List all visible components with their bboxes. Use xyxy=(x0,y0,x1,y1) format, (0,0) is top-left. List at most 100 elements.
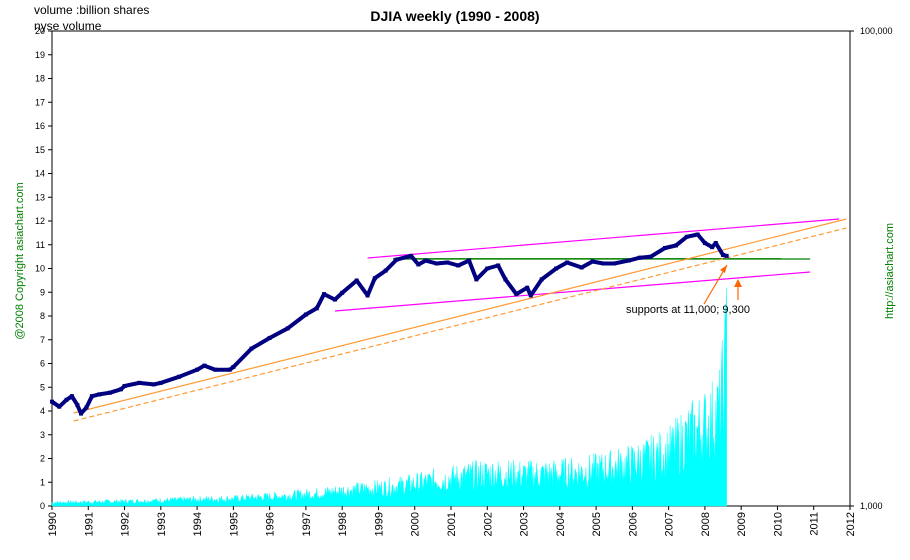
y-tick-label: 16 xyxy=(35,121,45,131)
price-point xyxy=(372,276,377,281)
price-point xyxy=(340,290,345,295)
price-point xyxy=(590,259,595,264)
price-point xyxy=(514,292,519,297)
x-tick-label: 2000 xyxy=(410,512,422,536)
trendline xyxy=(334,271,811,312)
volume-bars xyxy=(51,287,727,507)
price-point xyxy=(84,405,89,410)
x-tick-label: 2009 xyxy=(736,512,748,536)
y-tick-label: 13 xyxy=(35,192,45,202)
y-tick-label: 20 xyxy=(35,26,45,36)
x-tick-label: 2002 xyxy=(482,512,494,536)
price-series xyxy=(50,232,729,416)
price-point xyxy=(474,277,479,282)
x-tick-label: 1992 xyxy=(120,512,132,536)
x-tick-label: 2011 xyxy=(809,512,821,536)
y-tick-label: 11 xyxy=(36,240,45,250)
price-point xyxy=(314,306,319,311)
y-tick-label: 5 xyxy=(40,382,45,392)
volume-axis-label: volume :billion shares xyxy=(34,3,150,17)
price-point xyxy=(151,382,156,387)
x-tick-label: 2012 xyxy=(845,512,857,536)
price-point xyxy=(267,335,272,340)
x-tick-label: 2005 xyxy=(591,512,603,536)
price-point xyxy=(503,277,508,282)
x-tick-label: 1997 xyxy=(301,512,313,536)
price-point xyxy=(612,261,617,266)
price-point xyxy=(231,364,236,369)
price-point xyxy=(409,253,414,258)
price-point xyxy=(684,234,689,239)
price-point xyxy=(423,258,428,263)
y-tick-label: 12 xyxy=(35,216,45,226)
trendline xyxy=(73,218,847,414)
chart-title: DJIA weekly (1990 - 2008) xyxy=(370,8,540,24)
copyright-text: @2008 Copyright asiachart.com xyxy=(14,182,26,340)
price-point xyxy=(249,346,254,351)
annotation-arrows xyxy=(703,264,742,305)
y-tick-label: 14 xyxy=(35,169,45,179)
price-point xyxy=(75,403,80,408)
arrow-head xyxy=(734,279,742,287)
x-tick-label: 2010 xyxy=(772,512,784,536)
price-point xyxy=(565,260,570,265)
x-tick-label: 1990 xyxy=(47,512,59,536)
y-tick-label: 1 xyxy=(40,477,45,487)
volume-series-label: nyse volume xyxy=(34,19,102,33)
price-point xyxy=(108,390,113,395)
price-point xyxy=(525,285,530,290)
price-point xyxy=(57,404,62,409)
y-tick-label: 19 xyxy=(35,50,45,60)
price-point xyxy=(213,367,218,372)
price-point xyxy=(118,387,123,392)
x-tick-label: 1999 xyxy=(373,512,385,536)
price-point xyxy=(227,367,232,372)
y-tick-label: 10 xyxy=(35,264,45,274)
price-point xyxy=(97,392,102,397)
support-annotation: supports at 11,000; 9,300 xyxy=(626,304,750,316)
y-tick-label: 3 xyxy=(40,430,45,440)
price-point xyxy=(69,394,74,399)
price-point xyxy=(637,255,642,260)
price-point xyxy=(176,374,181,379)
price-point xyxy=(416,262,421,267)
y-tick-label: 7 xyxy=(40,335,45,345)
site-url: http://asiachart.com xyxy=(884,223,896,319)
y-tick-label: 4 xyxy=(40,406,45,416)
trendline xyxy=(73,227,847,422)
price-point xyxy=(394,257,399,262)
price-point xyxy=(383,268,388,273)
price-point xyxy=(702,241,707,246)
x-tick-label: 2006 xyxy=(627,512,639,536)
price-point xyxy=(322,292,327,297)
plot-frame xyxy=(51,30,851,507)
x-tick-label: 1998 xyxy=(337,512,349,536)
y-right-tick-label: 100,000 xyxy=(860,26,893,36)
price-point xyxy=(89,394,94,399)
price-point xyxy=(285,326,290,331)
x-tick-label: 2001 xyxy=(446,512,458,536)
y-tick-label: 18 xyxy=(35,74,45,84)
price-point xyxy=(195,367,200,372)
price-point xyxy=(579,265,584,270)
price-point xyxy=(724,253,729,258)
price-point xyxy=(50,399,54,404)
price-point xyxy=(554,266,559,271)
price-point xyxy=(485,266,490,271)
price-point xyxy=(434,261,439,266)
price-point xyxy=(445,260,450,265)
trendline xyxy=(367,218,840,259)
price-point xyxy=(354,278,359,283)
price-point xyxy=(332,297,337,302)
price-point xyxy=(721,252,726,257)
price-point xyxy=(64,397,69,402)
y-tick-label: 2 xyxy=(40,454,45,464)
price-point xyxy=(626,258,631,263)
y-tick-label: 9 xyxy=(40,287,45,297)
price-point xyxy=(79,411,84,416)
price-point xyxy=(496,263,501,268)
x-tick-label: 1994 xyxy=(192,512,204,536)
price-point xyxy=(673,243,678,248)
